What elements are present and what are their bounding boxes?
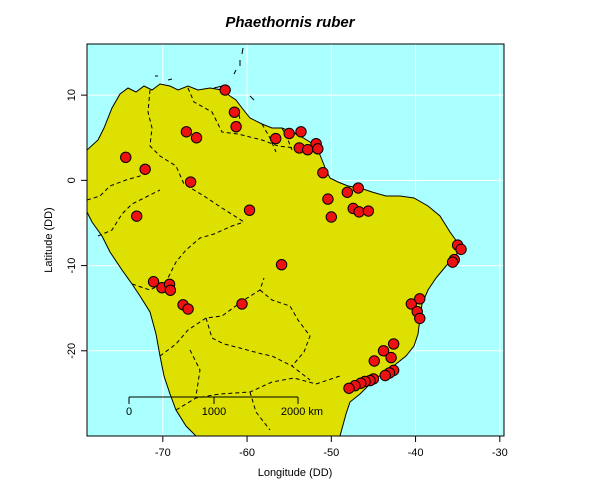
scale-bar-label: 2000 km [281,406,323,418]
occurrence-point [243,204,256,216]
occurrence-point [219,84,231,96]
occurrence-point [131,210,143,222]
map-title: Phaethornis ruber [225,14,355,31]
x-axis: -70 -60 -50 -40 -30 [155,436,508,459]
occurrence-point [275,259,288,271]
occurrence-points [120,84,467,394]
y-tick-label: -10 [66,258,78,274]
occurrence-point [190,132,203,144]
occurrence-point [362,205,375,217]
occurrence-point [164,284,177,296]
occurrence-point [455,243,467,256]
x-axis-title: Longitude (DD) [258,467,333,479]
x-tick-label: -60 [239,447,255,459]
occurrence-point [317,166,329,179]
occurrence-point [139,163,151,175]
scale-bar-label: 1000 [202,406,226,418]
occurrence-point [182,303,194,315]
occurrence-point [325,211,338,223]
occurrence-point [352,182,364,194]
x-tick-label: -70 [155,447,171,459]
plot-frame [86,43,505,437]
occurrence-point [270,132,282,145]
occurrence-point [343,382,355,394]
occurrence-point [228,106,241,118]
x-tick-label: -30 [492,447,508,459]
y-tick-label: 0 [66,177,78,183]
occurrence-point [230,120,242,133]
occurrence-point [322,193,334,205]
y-tick-label: 10 [66,89,78,101]
country-borders [87,87,341,431]
south-america-land [87,83,461,436]
occurrence-point [379,369,391,382]
scale-bar: 0 1000 2000 km [126,396,323,418]
occurrence-point [147,276,160,288]
occurrence-point [414,293,426,305]
y-axis-title: Latitude (DD) [43,207,55,272]
x-tick-label: -40 [408,447,424,459]
occurrence-point [377,345,390,357]
occurrence-point [236,298,248,310]
occurrence-point [446,256,459,268]
y-tick-label: -20 [66,343,78,359]
occurrence-point [385,351,397,364]
occurrence-point [414,312,426,325]
occurrence-point [405,298,418,310]
occurrence-point [295,126,307,138]
occurrence-point [341,186,354,198]
occurrence-point [184,176,197,188]
scale-bar-label: 0 [126,406,132,418]
land-layer [87,47,461,436]
occurrence-point [368,355,380,367]
occurrence-point [387,338,400,350]
occurrence-point [180,126,193,138]
x-tick-label: -50 [323,447,339,459]
occurrence-point [120,151,132,164]
occurrence-point [283,127,295,140]
y-axis: 10 0 -10 -20 [66,89,87,359]
occurrence-point [312,143,324,155]
